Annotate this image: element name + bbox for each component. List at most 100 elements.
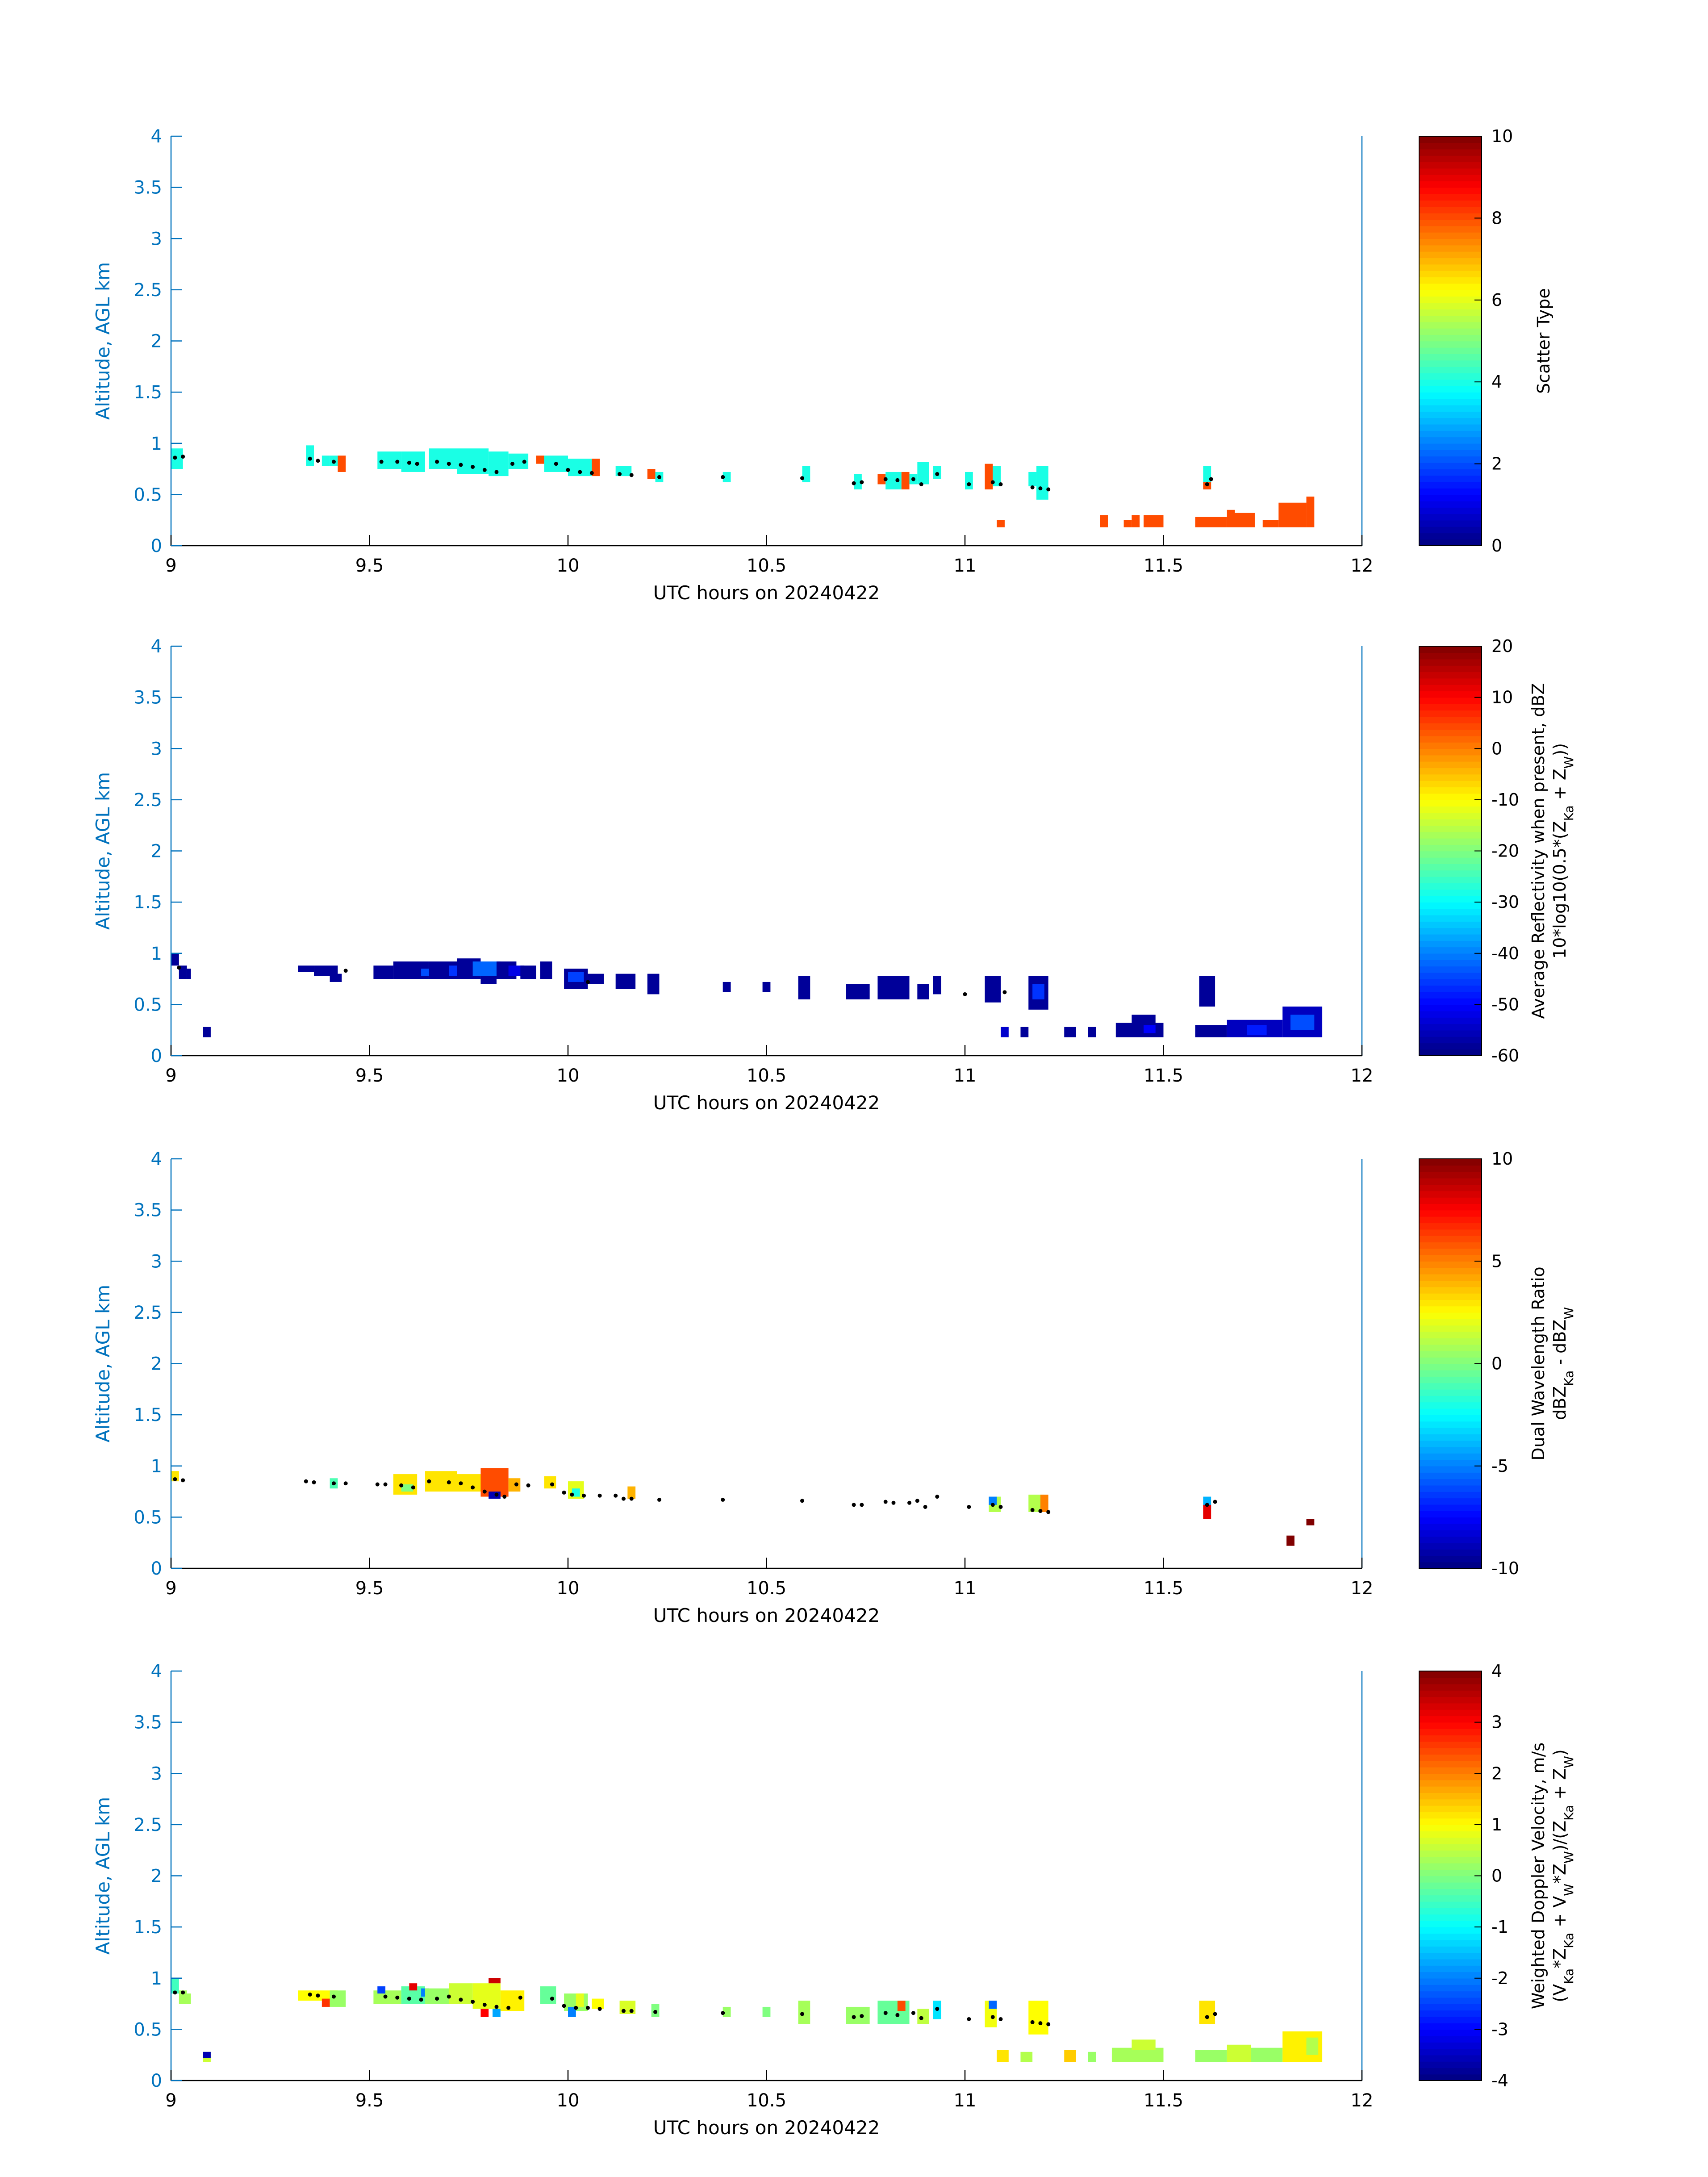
colorbar-segment (1419, 219, 1482, 226)
data-point (494, 470, 499, 474)
data-cell (576, 1993, 584, 2007)
data-point (1205, 482, 1209, 486)
data-point (427, 1479, 431, 1483)
colorbar-segment (1419, 2074, 1482, 2081)
colorbar-segment (1419, 1235, 1482, 1243)
colorbar-segment (1419, 1184, 1482, 1191)
colorbar-segment (1419, 251, 1482, 259)
data-point (375, 1482, 380, 1487)
colorbar-tick-label: 10 (1491, 126, 1513, 146)
x-tick-label: 10 (557, 1578, 580, 1599)
colorbar-segment (1419, 1952, 1482, 1960)
colorbar-segment (1419, 1434, 1482, 1441)
data-point (415, 462, 419, 466)
colorbar-segment (1419, 1036, 1482, 1044)
data-cell (1290, 1015, 1315, 1030)
colorbar-segment (1419, 1293, 1482, 1300)
data-point (990, 2015, 995, 2019)
data-cell (798, 2001, 810, 2024)
data-cell (508, 1478, 521, 1492)
data-cell (330, 1990, 346, 2007)
colorbar-segment (1419, 1421, 1482, 1428)
data-point (585, 980, 590, 984)
data-cell (985, 976, 1001, 1003)
x-tick-label: 10.5 (747, 1066, 786, 1086)
colorbar-segment (1419, 979, 1482, 986)
data-point (1002, 990, 1007, 994)
text-run: + V (1550, 1896, 1570, 1933)
colorbar-segment (1419, 1171, 1482, 1178)
data-cell (179, 1990, 187, 2004)
colorbar-tick-label: 5 (1491, 1251, 1502, 1271)
data-point (177, 965, 181, 970)
colorbar-tick-label: -5 (1491, 1456, 1508, 1476)
colorbar-segment (1419, 1011, 1482, 1018)
colorbar-segment (1419, 1030, 1482, 1037)
colorbar-segment (1419, 1799, 1482, 1806)
colorbar-segment (1419, 1453, 1482, 1460)
colorbar-segment (1419, 1850, 1482, 1857)
data-point (618, 472, 622, 476)
colorbar-label: Scatter Type (1534, 288, 1553, 393)
colorbar-segment (1419, 799, 1482, 807)
data-cell (722, 2006, 731, 2017)
x-tick-label: 9 (165, 556, 176, 576)
colorbar-segment (1419, 1517, 1482, 1524)
data-cell (314, 965, 338, 976)
colorbar-segment (1419, 1004, 1482, 1011)
colorbar-segment (1419, 972, 1482, 979)
data-cell (1306, 1519, 1315, 1525)
colorbar-segment (1419, 1466, 1482, 1473)
colorbar-label-formula: (VKa*ZKa + VW*ZW)/(ZKa + ZW) (1550, 1749, 1576, 2002)
data-cell (1132, 1015, 1156, 1025)
colorbar-segment (1419, 270, 1482, 278)
data-point (629, 1496, 634, 1501)
colorbar-segment (1419, 1549, 1482, 1556)
x-tick-label: 9.5 (355, 1066, 384, 1086)
data-point (379, 460, 384, 464)
colorbar-segment (1419, 876, 1482, 883)
data-point (411, 1485, 415, 1490)
colorbar-segment (1419, 819, 1482, 826)
data-cell (1306, 496, 1315, 527)
colorbar-segment (1419, 450, 1482, 457)
colorbar-segment (1419, 334, 1482, 342)
data-point (399, 1483, 404, 1488)
colorbar-segment (1419, 1511, 1482, 1518)
colorbar-segment (1419, 1300, 1482, 1307)
y-axis-label: Altitude, AGL km (92, 262, 114, 420)
colorbar-segment (1419, 928, 1482, 935)
y-tick-label: 3.5 (134, 178, 162, 198)
data-point (919, 2016, 923, 2020)
y-tick-label: 1 (151, 434, 162, 454)
colorbar-segment (1419, 832, 1482, 839)
colorbar-segment (1419, 1812, 1482, 1819)
y-tick-label: 1.5 (134, 1917, 162, 1938)
data-point (935, 2007, 940, 2011)
colorbar-segment (1419, 1203, 1482, 1211)
colorbar-segment (1419, 1876, 1482, 1883)
data-point (343, 1481, 348, 1486)
data-cell (1123, 520, 1132, 527)
colorbar-segment (1419, 149, 1482, 156)
data-cell (401, 451, 425, 472)
colorbar-segment (1419, 768, 1482, 775)
colorbar-segment (1419, 889, 1482, 896)
colorbar-segment (1419, 1562, 1482, 1569)
colorbar-segment (1419, 934, 1482, 941)
x-axis-label: UTC hours on 20240422 (653, 1605, 880, 1626)
data-point (181, 1990, 185, 1995)
data-cell (762, 2006, 771, 2017)
data-point (407, 460, 411, 465)
data-point (181, 455, 185, 459)
colorbar-segment (1419, 851, 1482, 858)
y-tick-label: 3 (151, 1251, 162, 1272)
data-cell (1144, 515, 1164, 527)
colorbar-segment (1419, 507, 1482, 514)
colorbar-segment (1419, 665, 1482, 673)
colorbar-segment (1419, 174, 1482, 182)
data-cell (373, 965, 393, 979)
colorbar-segment (1419, 748, 1482, 756)
colorbar-segment (1419, 915, 1482, 922)
colorbar-segment (1419, 1965, 1482, 1972)
